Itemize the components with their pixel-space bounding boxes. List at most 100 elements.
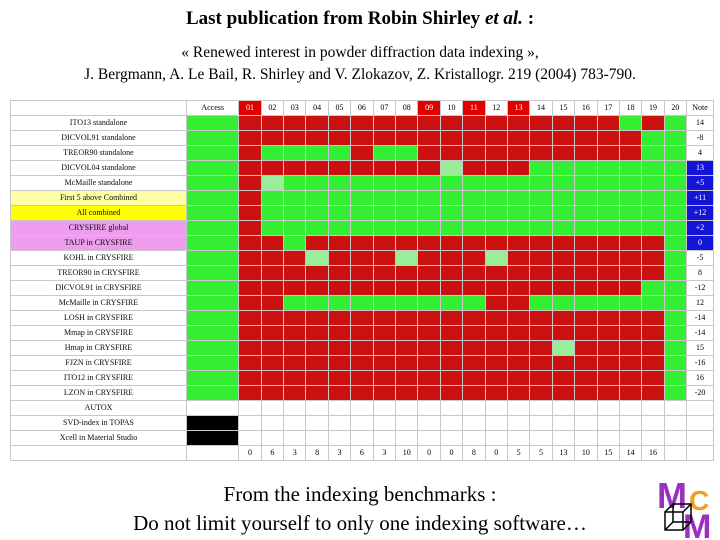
result-cell <box>574 400 598 416</box>
result-cell <box>529 145 553 161</box>
result-cell <box>439 430 464 446</box>
row-note: +5 <box>686 175 714 191</box>
result-cell <box>663 400 688 416</box>
result-cell <box>618 205 643 221</box>
result-cell <box>327 250 352 266</box>
logo-letter-m: M <box>657 478 687 516</box>
result-cell <box>596 145 620 161</box>
result-cell <box>417 145 441 161</box>
result-cell <box>484 430 508 446</box>
result-cell <box>305 430 329 446</box>
result-cell <box>260 205 285 221</box>
result-cell <box>641 415 665 431</box>
column-header: 13 <box>506 100 531 116</box>
total-cell: 5 <box>506 445 531 461</box>
column-header: 12 <box>484 100 508 116</box>
result-cell <box>372 205 397 221</box>
result-cell <box>663 115 688 131</box>
result-cell <box>618 130 643 146</box>
result-cell <box>238 325 262 341</box>
result-cell <box>529 175 553 191</box>
table-row: DICVOL91 in CRYSFIRE -12 <box>9 280 714 296</box>
result-cell <box>596 430 620 446</box>
result-cell <box>395 115 419 131</box>
result-cell <box>350 430 374 446</box>
result-cell <box>327 160 352 176</box>
result-cell <box>462 385 486 401</box>
result-cell <box>484 310 508 326</box>
column-header: 05 <box>327 100 352 116</box>
access-cell <box>186 115 240 131</box>
result-cell <box>484 295 508 311</box>
result-cell <box>327 280 352 296</box>
result-cell <box>641 160 665 176</box>
result-cell <box>350 280 374 296</box>
logo-letter-c: C <box>689 485 709 516</box>
result-cell <box>663 175 688 191</box>
result-cell <box>529 160 553 176</box>
access-cell <box>186 340 240 356</box>
reference-line-2: J. Bergmann, A. Le Bail, R. Shirley and … <box>84 66 636 83</box>
result-cell <box>283 325 307 341</box>
row-note: 8 <box>686 265 714 281</box>
result-cell <box>417 325 441 341</box>
result-cell <box>417 370 441 386</box>
result-cell <box>574 280 598 296</box>
result-cell <box>574 175 598 191</box>
result-cell <box>260 145 285 161</box>
result-cell <box>506 190 531 206</box>
result-cell <box>663 355 688 371</box>
table-row: Mmap in CRYSFIRE -14 <box>9 325 714 341</box>
result-cell <box>350 130 374 146</box>
column-header: 18 <box>618 100 643 116</box>
result-cell <box>372 235 397 251</box>
result-cell <box>260 250 285 266</box>
result-cell <box>618 355 643 371</box>
result-cell <box>506 295 531 311</box>
access-cell <box>186 235 240 251</box>
total-cell: 16 <box>641 445 665 461</box>
result-cell <box>529 250 553 266</box>
result-cell <box>484 385 508 401</box>
row-note <box>686 430 714 446</box>
result-cell <box>238 145 262 161</box>
result-cell <box>462 220 486 236</box>
result-cell <box>372 295 397 311</box>
result-cell <box>484 220 508 236</box>
result-cell <box>417 160 441 176</box>
result-cell <box>551 415 576 431</box>
column-header: 01 <box>238 100 262 116</box>
result-cell <box>596 340 620 356</box>
result-cell <box>395 340 419 356</box>
access-cell <box>186 325 240 341</box>
row-label: DICVOL91 in CRYSFIRE <box>9 280 188 296</box>
result-cell <box>462 190 486 206</box>
column-header: 10 <box>439 100 464 116</box>
result-cell <box>618 340 643 356</box>
result-cell <box>596 415 620 431</box>
result-cell <box>529 295 553 311</box>
result-cell <box>395 430 419 446</box>
result-cell <box>439 370 464 386</box>
result-cell <box>574 310 598 326</box>
result-cell <box>484 415 508 431</box>
result-cell <box>305 190 329 206</box>
result-cell <box>350 235 374 251</box>
result-cell <box>283 160 307 176</box>
access-cell <box>186 205 240 221</box>
result-cell <box>350 295 374 311</box>
result-cell <box>260 175 285 191</box>
result-cell <box>395 400 419 416</box>
title-italic: et al. <box>484 8 523 29</box>
result-cell <box>260 235 285 251</box>
result-cell <box>618 385 643 401</box>
result-cell <box>283 205 307 221</box>
column-header: 15 <box>551 100 576 116</box>
row-note: -12 <box>686 280 714 296</box>
slide-title: Last publication from Robin Shirley et a… <box>0 8 720 30</box>
result-cell <box>574 385 598 401</box>
result-cell <box>439 325 464 341</box>
result-cell <box>417 220 441 236</box>
result-cell <box>596 400 620 416</box>
result-cell <box>305 175 329 191</box>
